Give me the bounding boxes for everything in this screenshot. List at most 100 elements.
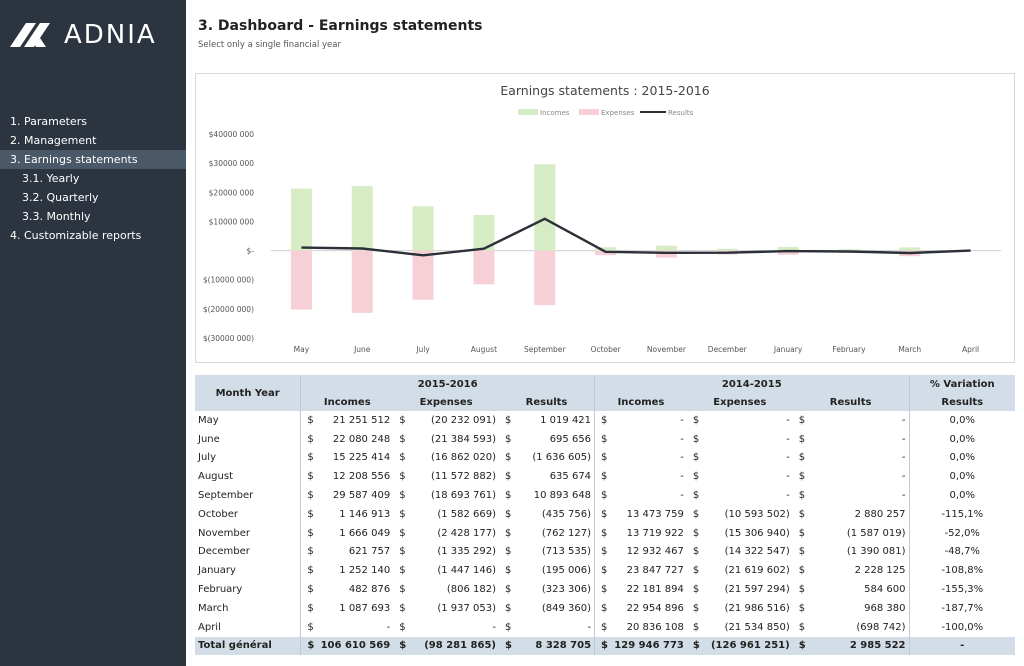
nav-item-1[interactable]: 2. Management	[10, 134, 97, 147]
y2-expenses-cell: (21 986 516)	[724, 602, 790, 614]
nav-item-0[interactable]: 1. Parameters	[10, 115, 87, 128]
y2-expenses-cell: -	[786, 452, 790, 464]
currency-cell: $	[505, 565, 512, 577]
y1-results-cell: (762 127)	[541, 527, 592, 539]
y1-expenses-cell: (98 281 865)	[407, 636, 500, 656]
variation-cell: -100,0%	[908, 617, 1015, 637]
month-cell: February	[198, 584, 243, 596]
legend-label-expenses: Expenses	[601, 109, 635, 117]
y1-expenses-cell: (2 428 177)	[437, 527, 497, 539]
currency-cell: $	[692, 490, 700, 502]
chart-title: Earnings statements : 2015-2016	[500, 83, 709, 98]
currency-cell: $	[399, 471, 406, 483]
y2-results-cell: 968 380	[864, 602, 906, 614]
currency-cell: $	[692, 546, 700, 558]
month-cell: September	[198, 490, 254, 502]
variation-cell: -	[908, 636, 1015, 656]
currency-cell: $	[692, 621, 700, 633]
table-row: February $482 876 $ (806 182) $ (323 306) $22 …	[195, 580, 1015, 599]
y1-expenses-cell: (806 182)	[446, 584, 497, 596]
earnings-chart: Earnings statements : 2015-2016 Incomes Ex…	[195, 73, 1015, 363]
income-bar	[899, 247, 921, 251]
currency-cell: $	[399, 452, 406, 464]
y2-results-cell: 2 985 522	[807, 636, 910, 656]
currency-cell: $	[692, 584, 700, 596]
y2-expenses-header: Expenses	[686, 393, 793, 411]
table-row: April $ - $ - $ - $20 836 108 $ (21 534 850) $ (698…	[195, 617, 1015, 637]
currency-cell: $	[798, 414, 806, 426]
currency-cell: $	[594, 523, 610, 543]
currency-cell: $	[300, 598, 316, 618]
variation-cell: -48,7%	[908, 542, 1015, 562]
currency-cell: $	[798, 602, 806, 614]
currency-cell: $	[300, 636, 316, 656]
y2-results-cell: (1 587 019)	[846, 527, 906, 539]
expense-bar	[777, 250, 799, 255]
currency-cell: $	[798, 508, 806, 520]
currency-cell: $	[505, 452, 512, 464]
table-row: August $12 208 556 $ (11 572 882) $635 674 $ -…	[195, 467, 1015, 487]
nav-item-2[interactable]: 3. Earnings statements	[0, 150, 186, 169]
y1-results-cell: 635 674	[549, 471, 592, 483]
currency-cell: $	[300, 580, 316, 599]
income-bar	[716, 248, 738, 251]
y2-incomes-cell: 13 473 759	[626, 508, 684, 520]
month-cell: November	[198, 527, 251, 539]
y1-expenses-cell: (20 232 091)	[430, 414, 497, 426]
y2-incomes-cell: 12 932 467	[626, 546, 684, 558]
currency-cell: $	[399, 527, 406, 539]
income-bar	[534, 164, 556, 251]
brand-name: ADNIA	[64, 20, 157, 50]
currency-cell: $	[692, 433, 700, 445]
currency-cell: $	[798, 621, 806, 633]
y1-results-cell: (435 756)	[541, 508, 592, 520]
y2-results-cell: (1 390 081)	[846, 546, 906, 558]
y2-incomes-header: Incomes	[594, 393, 687, 411]
y2-expenses-cell: -	[786, 414, 790, 426]
y1-results-cell: (849 360)	[541, 602, 592, 614]
income-bar	[290, 188, 312, 251]
table-row: November $1 666 049 $ (2 428 177) $ (762 127)…	[195, 523, 1015, 543]
variation-cell: 0,0%	[908, 411, 1015, 430]
y1-incomes-cell: 482 876	[348, 584, 391, 596]
income-bar	[351, 186, 373, 251]
variation-header: % Variation	[908, 375, 1015, 393]
y2-results-cell: (698 742)	[856, 621, 906, 633]
y1-results-cell: 1 019 421	[540, 414, 592, 426]
nav-item-3[interactable]: 3.1. Yearly	[22, 172, 80, 185]
y1-incomes-cell: 1 666 049	[339, 527, 391, 539]
x-tick-label: April	[962, 345, 979, 354]
year1-header: 2015-2016	[300, 375, 595, 393]
month-cell: January	[198, 565, 236, 577]
currency-cell: $	[300, 542, 316, 562]
currency-cell: $	[393, 636, 408, 656]
x-tick-label: May	[294, 345, 310, 354]
nav-item-5[interactable]: 3.3. Monthly	[22, 210, 91, 223]
y2-results-cell: -	[901, 414, 906, 426]
y2-incomes-cell: 129 946 773	[609, 636, 687, 656]
variation-cell: -108,8%	[908, 561, 1015, 581]
y2-results-cell: -	[901, 490, 906, 502]
total-row: Total général $106 610 569 $ (98 281 865) $8…	[195, 636, 1015, 656]
sidebar-nav: 1. Parameters 2. Management 3. Earnings st…	[0, 112, 186, 245]
currency-cell: $	[798, 527, 806, 539]
nav-item-6[interactable]: 4. Customizable reports	[10, 229, 142, 242]
nav-item-4[interactable]: 3.2. Quarterly	[22, 191, 99, 204]
currency-cell: $	[505, 490, 512, 502]
income-bar	[595, 247, 617, 251]
y2-incomes-cell: 22 954 896	[626, 602, 684, 614]
y2-results-cell: -	[901, 471, 906, 483]
legend-label-results: Results	[668, 109, 694, 117]
y2-expenses-cell: (14 322 547)	[724, 546, 790, 558]
currency-cell: $	[798, 471, 806, 483]
x-tick-label: February	[832, 345, 866, 354]
table-row: December $621 757 $ (1 335 292) $ (713 535) $1…	[195, 542, 1015, 562]
y2-expenses-cell: -	[786, 471, 790, 483]
expense-bar	[534, 250, 556, 306]
currency-cell: $	[798, 546, 806, 558]
adnia-logo-icon	[10, 23, 50, 47]
y1-results-header: Results	[499, 393, 595, 411]
expense-bar	[290, 250, 312, 310]
x-tick-label: August	[471, 345, 497, 354]
variation-results-header: Results	[908, 393, 1015, 411]
